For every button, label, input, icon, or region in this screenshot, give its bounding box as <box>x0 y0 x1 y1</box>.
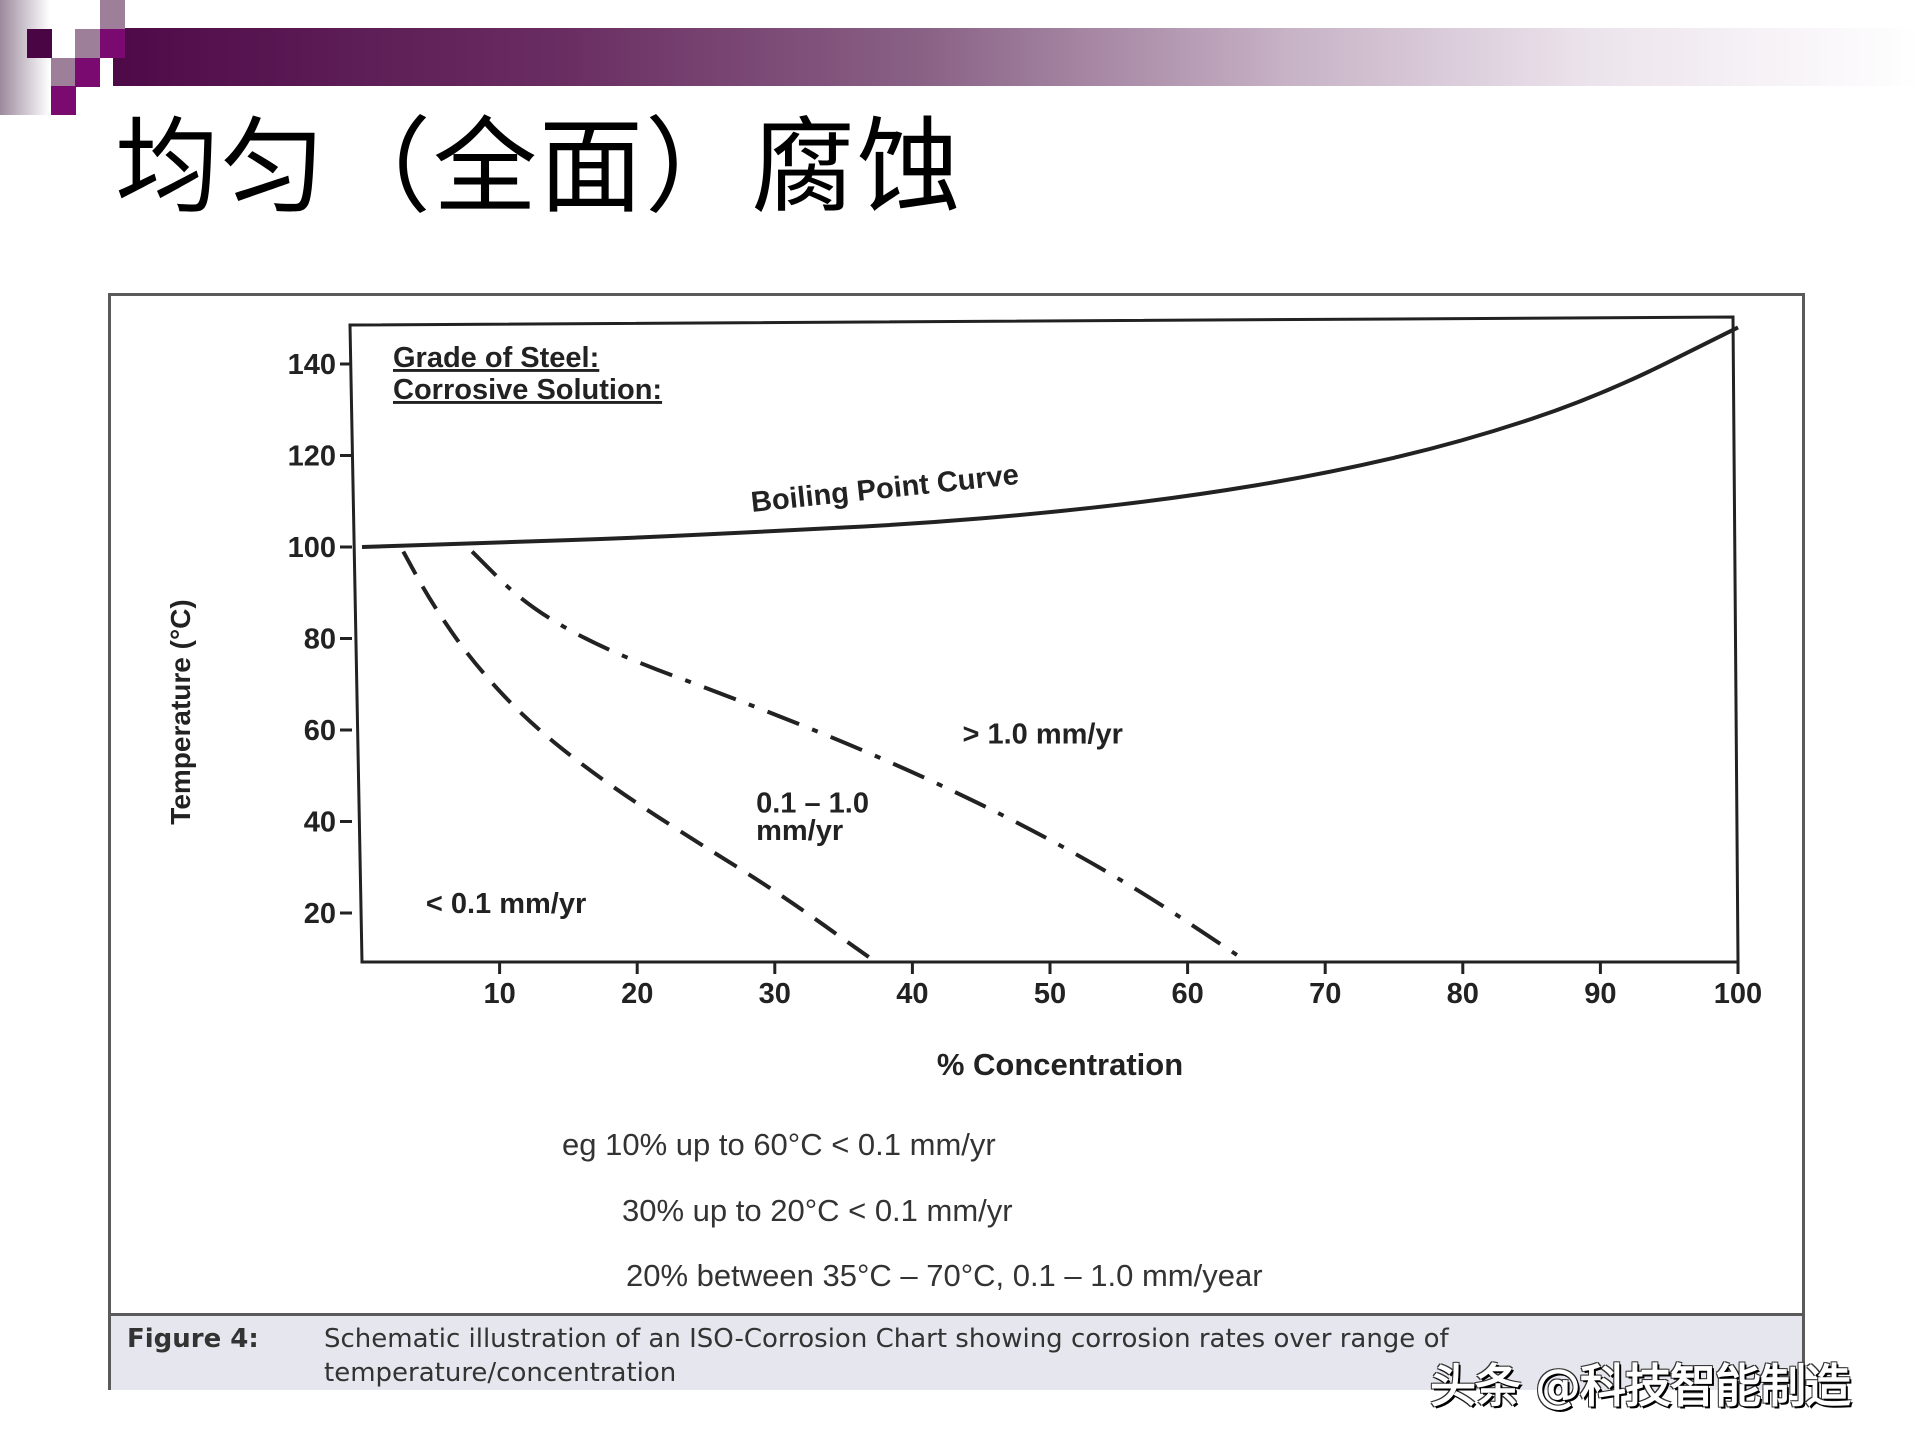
y-axis-label: Temperature (°C) <box>165 599 196 824</box>
region-label: > 1.0 mm/yr <box>962 719 1122 751</box>
x-tick-label: 20 <box>621 978 653 1010</box>
slide-banner-bar <box>113 28 1920 86</box>
watermark: 头条 @科技智能制造 <box>1430 1359 1851 1413</box>
caption-label: Figure 4: <box>127 1324 259 1354</box>
decor-square <box>75 29 100 58</box>
decor-square <box>27 29 52 58</box>
region-labels: < 0.1 mm/yr 0.1 – 1.0mm/yr > 1.0 mm/yr <box>426 719 1123 920</box>
y-tick-label: 60 <box>304 715 336 747</box>
x-tick-label: 100 <box>1714 978 1762 1010</box>
y-tick-label: 20 <box>304 898 336 930</box>
decor-square <box>51 86 76 115</box>
y-tick-label: 100 <box>288 532 336 564</box>
region-label: < 0.1 mm/yr <box>426 888 586 920</box>
boiling-point-curve-label: Boiling Point Curve <box>749 459 1020 519</box>
note-line-3: 20% between 35°C – 70°C, 0.1 – 1.0 mm/ye… <box>626 1258 1263 1293</box>
x-tick-label: 80 <box>1447 978 1479 1010</box>
x-axis-label: % Concentration <box>937 1047 1183 1082</box>
caption-text: Schematic illustration of an ISO-Corrosi… <box>324 1324 1449 1388</box>
x-axis-ticks: 10 20 30 40 50 60 70 80 90 100 <box>483 962 1762 1010</box>
x-tick-label: 90 <box>1584 978 1616 1010</box>
x-tick-label: 10 <box>483 978 515 1010</box>
note-line-2: 30% up to 20°C < 0.1 mm/yr <box>622 1193 1013 1228</box>
figure-caption: Figure 4: Schematic illustration of an I… <box>111 1313 1802 1390</box>
y-tick-label: 40 <box>304 807 336 839</box>
decor-square <box>51 58 76 87</box>
iso-line-1-0 <box>470 550 1244 961</box>
y-tick-label: 120 <box>288 441 336 473</box>
note-line-1: eg 10% up to 60°C < 0.1 mm/yr <box>562 1127 996 1162</box>
figure-frame <box>108 293 1805 1390</box>
region-label: 0.1 – 1.0 <box>756 787 869 819</box>
plot-frame <box>348 315 1740 964</box>
decor-square <box>75 58 100 87</box>
region-label: mm/yr <box>756 815 843 847</box>
x-tick-label: 30 <box>759 978 791 1010</box>
grade-of-steel-label: Grade of Steel: <box>393 342 599 374</box>
decor-square <box>100 0 125 29</box>
y-axis-ticks: 20 40 60 80 100 120 140 <box>288 349 352 930</box>
chart-curves <box>361 325 1739 961</box>
slide-title: 均匀（全面）腐蚀 <box>115 106 964 228</box>
iso-line-0-1 <box>401 550 873 961</box>
x-tick-label: 50 <box>1034 978 1066 1010</box>
decor-square <box>100 29 125 58</box>
x-tick-label: 70 <box>1309 978 1341 1010</box>
x-tick-label: 60 <box>1171 978 1203 1010</box>
y-tick-label: 80 <box>304 624 336 656</box>
y-tick-label: 140 <box>288 349 336 381</box>
boiling-point-curve <box>361 325 1739 549</box>
x-tick-label: 40 <box>896 978 928 1010</box>
corrosive-solution-label: Corrosive Solution: <box>393 374 662 406</box>
